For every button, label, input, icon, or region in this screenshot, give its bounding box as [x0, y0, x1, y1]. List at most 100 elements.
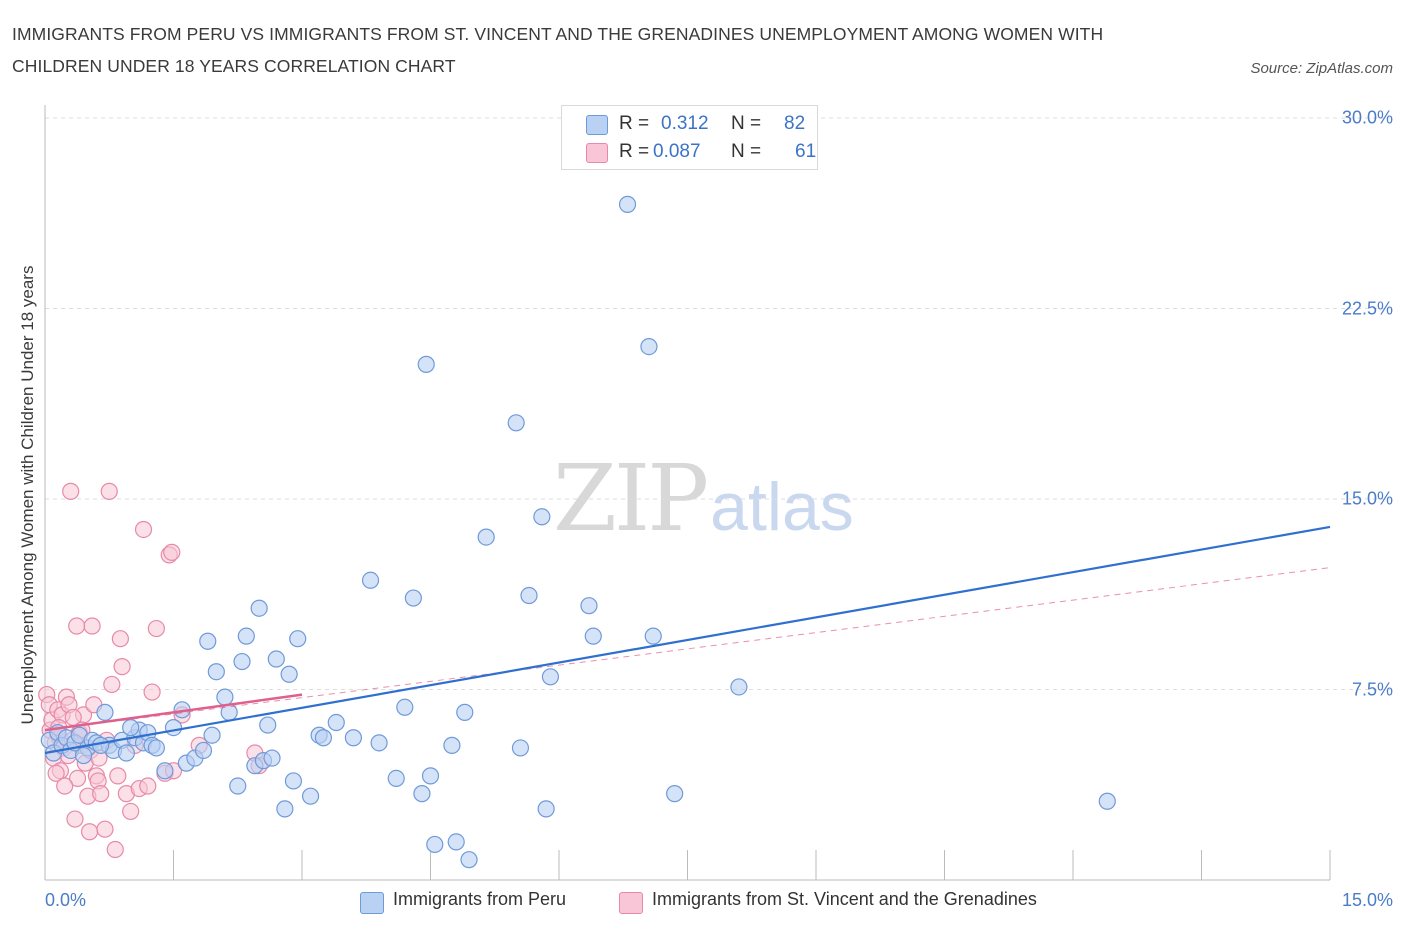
peru-data-point [460, 851, 478, 869]
peru-data-point [96, 703, 114, 721]
source-label: Source: ZipAtlas.com [1250, 60, 1393, 77]
peru-data-point [207, 663, 225, 681]
peru-data-point [640, 338, 658, 356]
svg-data-point [139, 777, 157, 795]
peru-data-point [122, 718, 140, 737]
x-tick-label-max: 15.0% [1341, 890, 1393, 910]
peru-data-point [203, 726, 221, 744]
svg-data-point [109, 767, 127, 785]
peru-data-point [194, 741, 213, 760]
peru-data-point [533, 508, 551, 526]
peru-data-point [117, 744, 135, 762]
svg-data-point [47, 764, 65, 782]
peru-data-point [730, 678, 748, 696]
y-tick-label: 15.0% [1341, 488, 1393, 509]
svg-trend-extension [44, 567, 1331, 731]
peru-data-point [361, 571, 380, 589]
legend-peru-swatch [360, 892, 384, 914]
peru-data-point [263, 749, 281, 767]
axes [44, 105, 1331, 881]
peru-data-point [327, 713, 345, 732]
y-tick-label: 22.5% [1341, 298, 1393, 318]
svg-data-point [68, 769, 87, 788]
svg-data-point [83, 617, 101, 635]
peru-data-point [580, 597, 598, 615]
peru-data-point [250, 599, 268, 617]
peru-data-point [507, 414, 525, 432]
peru-data-point [520, 586, 538, 605]
peru-data-point [443, 736, 461, 754]
stats-legend-box: R = 0.312 N = 82 R = 0.087 N = 61 [561, 105, 818, 170]
peru-swatch [586, 115, 608, 135]
peru-data-point [164, 718, 183, 737]
peru-data-point [456, 703, 474, 721]
peru-data-point [199, 632, 217, 650]
svg-data-point [80, 823, 99, 841]
svg-data-point [113, 658, 131, 676]
svg-data-point [163, 543, 181, 561]
svg-data-point [147, 619, 165, 638]
svg-data-point [66, 810, 84, 828]
peru-data-point [276, 800, 294, 818]
peru-data-point [447, 833, 465, 851]
svg-swatch [586, 143, 608, 163]
peru-data-point [344, 729, 362, 747]
peru-data-point [396, 698, 414, 716]
svg-data-point [122, 802, 140, 821]
watermark-atlas: atlas [710, 469, 854, 545]
peru-series-points [40, 195, 1116, 869]
peru-data-point [289, 630, 307, 648]
peru-data-point [259, 716, 277, 734]
peru-data-point [666, 785, 684, 803]
peru-r-value: 0.312 [661, 113, 709, 134]
svg-data-point [134, 520, 153, 539]
peru-data-point [1098, 792, 1116, 810]
svg-series-points [38, 482, 268, 859]
peru-data-point [92, 736, 110, 754]
svg-data-point [143, 683, 161, 701]
peru-data-point [417, 355, 435, 373]
grid-lines [45, 117, 1390, 690]
chart-title: IMMIGRANTS FROM PERU VS IMMIGRANTS FROM … [12, 24, 1104, 76]
peru-data-point [216, 688, 234, 706]
peru-data-point [477, 528, 495, 546]
svg-data-point [106, 840, 124, 859]
peru-data-point [156, 762, 174, 780]
legend-svg-swatch [619, 892, 643, 914]
x-tick-label-min: 0.0% [45, 890, 87, 910]
svg-data-point [100, 482, 118, 500]
peru-data-point [233, 652, 251, 671]
peru-data-point [421, 767, 440, 785]
peru-data-point [404, 589, 422, 607]
peru-data-point [280, 665, 298, 683]
peru-data-point [541, 668, 560, 686]
peru-data-point [284, 772, 303, 790]
svg-r-value: 0.087 [653, 141, 701, 162]
peru-data-point [426, 835, 444, 854]
r-label: R = [619, 141, 650, 162]
svg-trend-line [44, 693, 303, 732]
svg-data-point [56, 777, 74, 795]
svg-n-value: 61 [795, 141, 817, 162]
peru-data-point [229, 777, 247, 795]
svg-data-point [111, 630, 129, 648]
peru-data-point [370, 734, 388, 752]
peru-data-point [584, 627, 602, 645]
legend-peru-label: Immigrants from Peru [393, 889, 567, 909]
peru-data-point [618, 195, 637, 213]
peru-data-point [220, 703, 238, 721]
n-label: N = [731, 141, 762, 162]
y-tick-label: 30.0% [1341, 107, 1393, 128]
svg-data-point [62, 482, 80, 500]
peru-data-point [267, 650, 285, 668]
trend-lines [44, 525, 1331, 755]
peru-data-point [237, 627, 255, 645]
peru-data-point [413, 785, 431, 803]
peru-data-point [537, 800, 555, 818]
svg-data-point [68, 617, 86, 635]
peru-data-point [74, 746, 93, 765]
peru-data-point [387, 769, 405, 788]
r-label: R = [619, 113, 650, 134]
svg-data-point [92, 785, 110, 803]
